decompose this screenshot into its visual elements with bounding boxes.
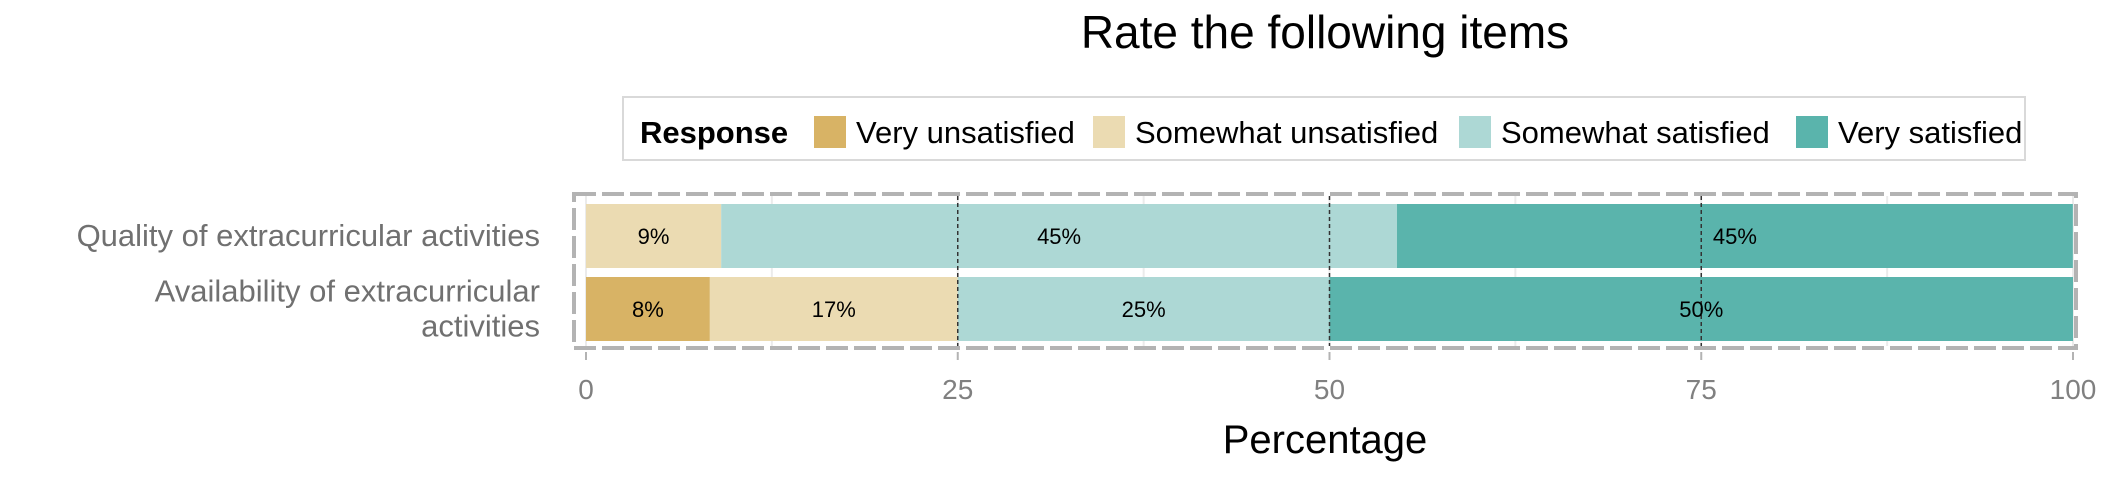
bar-value-label: 45%: [1713, 224, 1757, 249]
bar-value-label: 8%: [632, 297, 664, 322]
bars: [586, 204, 2073, 341]
x-tick-label: 75: [1686, 374, 1717, 405]
legend-label: Somewhat satisfied: [1501, 115, 1770, 150]
y-axis-label: Quality of extracurricular activities: [77, 218, 540, 253]
x-tick-label: 25: [942, 374, 973, 405]
legend-box: [622, 96, 2026, 161]
x-axis-ticks: 0 25 50 75 100: [578, 352, 2096, 405]
y-axis-label: Availability of extracurricular: [155, 274, 540, 309]
x-tick-label: 0: [578, 374, 594, 405]
legend-key: [814, 116, 846, 148]
legend-label: Very satisfied: [1838, 115, 2022, 150]
bar-segment: [586, 204, 722, 268]
plot-area: 9% 45% 45% 8% 17% 25% 50%: [572, 192, 2078, 350]
x-tick-label: 50: [1314, 374, 1345, 405]
bar-labels: 9% 45% 45% 8% 17% 25% 50%: [632, 224, 1757, 322]
bar-segment: [586, 277, 710, 341]
y-axis-labels: Quality of extracurricular activities Ava…: [77, 218, 540, 344]
bar-value-label: 9%: [638, 224, 670, 249]
bar-segment: [1397, 204, 2073, 268]
legend: Response Very unsatisfied Somewhat unsati…: [622, 96, 2026, 161]
bar-value-label: 17%: [812, 297, 856, 322]
bar-segment: [957, 277, 1330, 341]
legend-key: [1093, 116, 1125, 148]
legend-label: Somewhat unsatisfied: [1135, 115, 1438, 150]
plot-border: [572, 192, 2078, 350]
legend-title: Response: [640, 115, 788, 150]
x-tick-label: 100: [2050, 374, 2097, 405]
bar-segment: [721, 204, 1398, 268]
legend-key: [1796, 116, 1828, 148]
y-axis-label: activities: [421, 309, 540, 344]
legend-label: Very unsatisfied: [856, 115, 1075, 150]
bar-value-label: 25%: [1122, 297, 1166, 322]
bar-value-label: 45%: [1037, 224, 1081, 249]
legend-key: [1459, 116, 1491, 148]
chart-title: Rate the following items: [1081, 6, 1569, 58]
bar-value-label: 50%: [1679, 297, 1723, 322]
bar-segment: [709, 277, 958, 341]
x-axis-label: Percentage: [1223, 418, 1428, 462]
reference-lines: [957, 196, 1702, 346]
